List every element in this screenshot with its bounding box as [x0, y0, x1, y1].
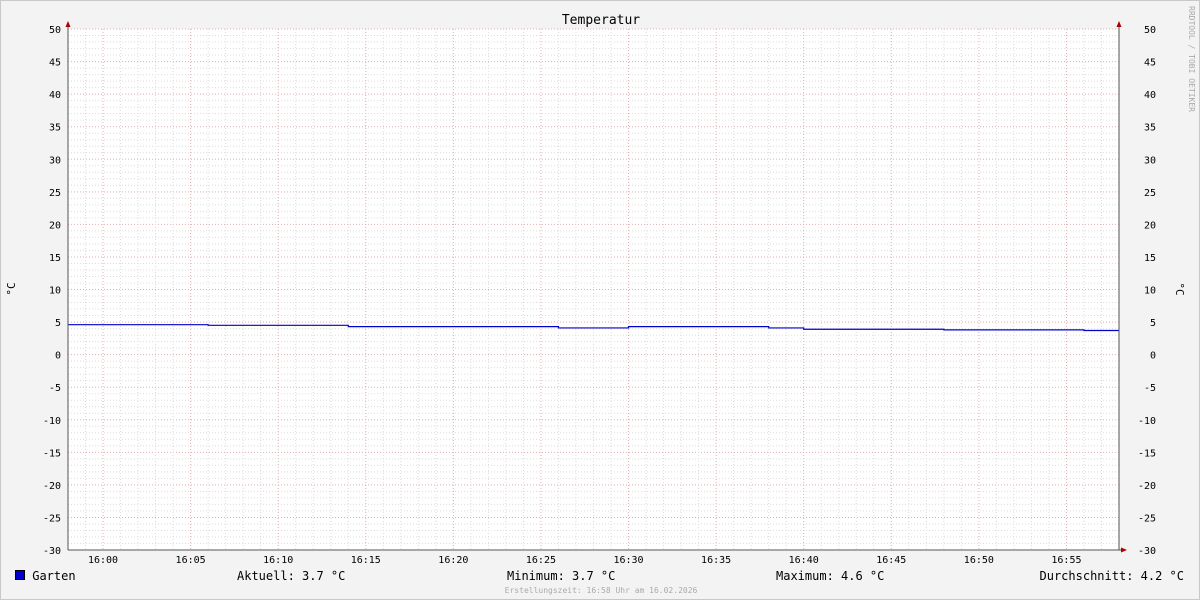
y-axis-arrow-icon	[65, 21, 71, 27]
y-tick-label-left: 30	[49, 155, 61, 166]
y-tick-label-right: -15	[1138, 448, 1156, 459]
x-tick-label: 16:35	[701, 555, 731, 566]
x-tick-label: 16:15	[351, 555, 381, 566]
y-tick-label-left: 5	[55, 318, 61, 329]
y-axis-arrow-icon	[1116, 21, 1122, 27]
y-tick-label-right: 0	[1150, 351, 1156, 362]
series-line-garten	[68, 324, 1119, 332]
legend-maximum: Maximum: 4.6 °C	[776, 569, 885, 583]
y-tick-label-left: 20	[49, 220, 61, 231]
x-tick-label: 16:00	[88, 555, 118, 566]
y-tick-label-right: -5	[1144, 383, 1156, 394]
x-tick-label: 16:50	[964, 555, 994, 566]
y-tick-label-left: -25	[43, 513, 61, 524]
y-tick-label-right: 25	[1144, 188, 1156, 199]
y-tick-label-left: 25	[49, 188, 61, 199]
x-tick-label: 16:05	[176, 555, 206, 566]
y-tick-label-left: 35	[49, 123, 61, 134]
x-tick-label: 16:55	[1051, 555, 1081, 566]
y-tick-label-left: -20	[43, 481, 61, 492]
legend-average: Durchschnitt: 4.2 °C	[1039, 569, 1185, 583]
y-tick-label-right: 5	[1150, 318, 1156, 329]
legend-label: Garten	[32, 569, 76, 583]
legend-item-garten: Garten	[15, 569, 76, 583]
y-tick-label-right: 45	[1144, 58, 1156, 69]
y-axis-label-right: °C	[1173, 282, 1186, 295]
y-tick-label-right: 50	[1144, 25, 1156, 36]
y-tick-label-left: -30	[43, 546, 61, 557]
y-tick-label-left: 45	[49, 58, 61, 69]
y-tick-label-left: -5	[49, 383, 61, 394]
legend-minimum: Minimum: 3.7 °C	[507, 569, 616, 583]
y-tick-label-right: 15	[1144, 253, 1156, 264]
y-axis-label-left: °C	[5, 282, 18, 295]
watermark: RRDTOOL / TOBI OETIKER	[1187, 6, 1196, 112]
chart-title: Temperatur	[562, 13, 640, 28]
y-tick-label-right: 35	[1144, 123, 1156, 134]
y-tick-label-right: 40	[1144, 90, 1156, 101]
y-tick-label-left: 15	[49, 253, 61, 264]
x-tick-label: 16:10	[263, 555, 293, 566]
x-tick-label: 16:30	[613, 555, 643, 566]
y-tick-label-left: -15	[43, 448, 61, 459]
y-tick-label-right: -25	[1138, 513, 1156, 524]
y-tick-label-right: 10	[1144, 286, 1156, 297]
x-tick-label: 16:45	[876, 555, 906, 566]
legend-current: Aktuell: 3.7 °C	[237, 569, 346, 583]
y-tick-label-left: 10	[49, 286, 61, 297]
y-tick-label-right: 30	[1144, 155, 1156, 166]
footer-timestamp: Erstellungszeit: 16:58 Uhr am 16.02.2026	[505, 586, 698, 595]
y-tick-label-left: 0	[55, 351, 61, 362]
y-tick-label-right: -20	[1138, 481, 1156, 492]
y-tick-label-right: -10	[1138, 416, 1156, 427]
x-tick-label: 16:25	[526, 555, 556, 566]
y-tick-label-left: -10	[43, 416, 61, 427]
y-tick-label-right: 20	[1144, 220, 1156, 231]
y-tick-label-right: -30	[1138, 546, 1156, 557]
y-tick-label-left: 40	[49, 90, 61, 101]
x-axis-arrow-icon	[1121, 547, 1127, 553]
x-tick-label: 16:40	[789, 555, 819, 566]
legend-swatch	[15, 570, 25, 580]
y-tick-label-left: 50	[49, 25, 61, 36]
x-tick-label: 16:20	[438, 555, 468, 566]
